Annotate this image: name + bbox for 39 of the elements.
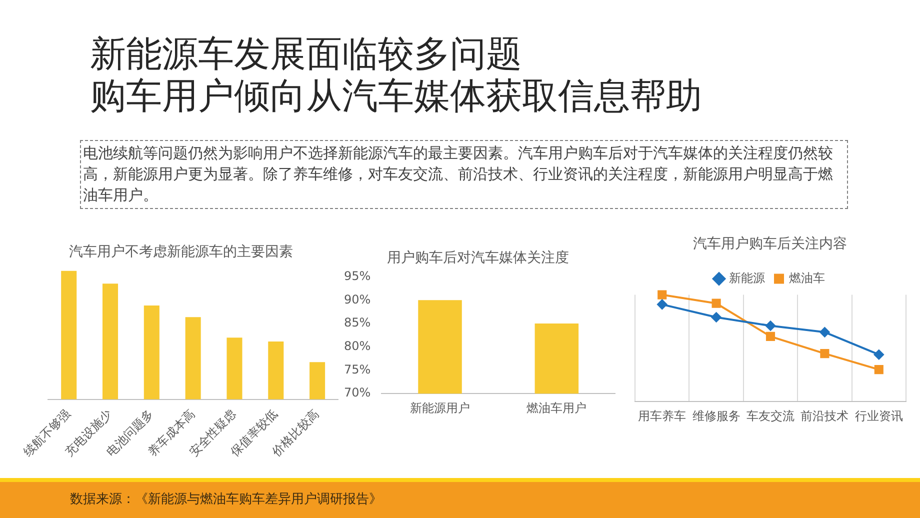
y-tick-label: 90%: [344, 292, 371, 306]
legend-label: 新能源: [729, 270, 765, 285]
x-tick-label: 燃油车用户: [526, 400, 587, 415]
text: 新能源车发展面临较多问题: [90, 34, 523, 76]
bar: [61, 270, 77, 400]
text: 购车用户倾向从汽车媒体获取信息帮助: [90, 76, 702, 118]
chart-title: 汽车用户购车后关注内容: [693, 236, 847, 252]
point: [874, 350, 884, 360]
y-tick-label: 95%: [344, 268, 371, 283]
bar: [310, 362, 326, 400]
point: [766, 320, 776, 331]
y-tick-label: 75%: [344, 362, 371, 376]
bar: [102, 284, 118, 400]
y-tick-label: 70%: [344, 386, 371, 400]
text: 电池续航等问题仍然为影响用户不选择新能源汽车的最主要因素。汽车用户购车后对于汽车媒体的关注程度仍然较高，新能源用户更为显著。除了养车维修，对车友交流、前沿技术、行业资讯的关注程度，新能源用户明显高于燃油车用户。: [80, 140, 848, 209]
point: [711, 312, 722, 322]
x-tick-label: 维修服务: [692, 408, 740, 423]
x-tick-label: 新能源用户: [410, 400, 470, 415]
x-tick-label: 用车养车: [638, 408, 686, 423]
x-tick-label: 前沿技术: [800, 408, 849, 423]
bar: [185, 317, 201, 400]
point: [874, 365, 884, 374]
bar: [144, 306, 160, 400]
point: [657, 299, 668, 310]
point: [712, 298, 721, 308]
legend-label: 燃油车: [789, 270, 825, 285]
bar: [226, 338, 242, 400]
chart-title: 汽车用户不考虑新能源车的主要因素: [69, 244, 293, 260]
x-tick-label: 车友交流: [746, 408, 794, 423]
point: [658, 290, 667, 300]
y-tick-label: 80%: [344, 339, 371, 354]
point: [820, 327, 830, 338]
chart-title: 用户购车后对汽车媒体关注度: [387, 250, 569, 266]
point: [820, 349, 830, 358]
bar: [268, 342, 284, 400]
source-note: 数据来源：《新能源与燃油车购车差异用户调研报告》: [70, 491, 382, 508]
x-tick-label: 行业资讯: [854, 408, 903, 423]
y-tick-label: 85%: [344, 316, 371, 330]
point: [766, 332, 776, 341]
